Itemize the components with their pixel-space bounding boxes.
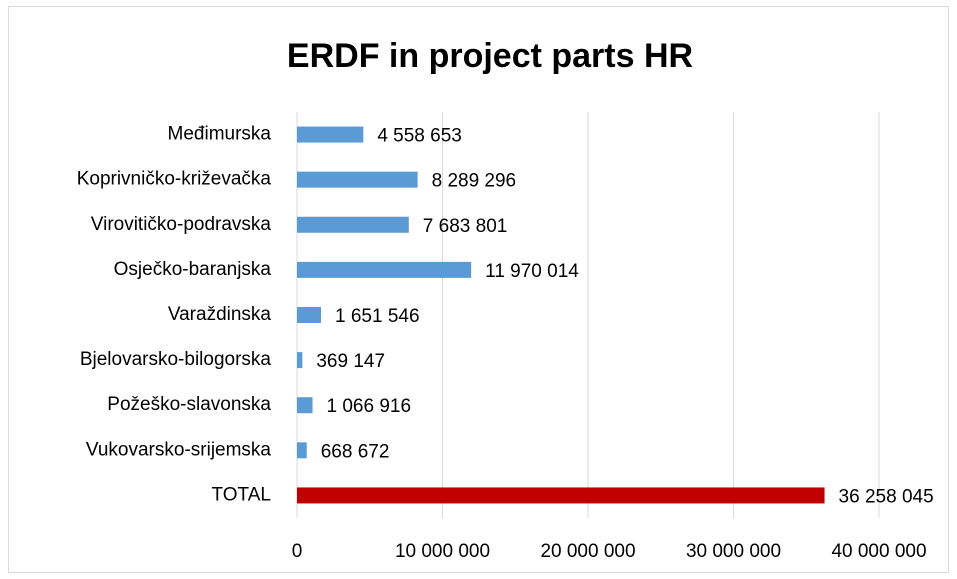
data-label: 11 970 014: [485, 261, 579, 282]
x-tick-label: 0: [292, 541, 303, 562]
data-label: 7 683 801: [423, 216, 508, 237]
bar: [297, 126, 364, 143]
bar: [297, 352, 303, 369]
bar: [297, 171, 418, 188]
data-label: 1 066 916: [327, 396, 412, 417]
y-tick-label: Požeško-slavonska: [107, 394, 271, 415]
y-tick-label: Vukovarsko-srijemska: [86, 439, 272, 460]
data-label: 4 558 653: [377, 126, 462, 147]
x-tick-label: 10 000 000: [395, 541, 490, 562]
data-label: 369 147: [316, 351, 385, 372]
y-tick-label: Bjelovarsko-bilogorska: [80, 349, 272, 370]
y-tick-label: Virovitičko-podravska: [91, 214, 272, 235]
chart-frame: [8, 6, 949, 573]
data-label: 36 258 045: [839, 486, 934, 507]
y-tick-label: Osječko-baranjska: [114, 259, 272, 280]
data-label: 8 289 296: [432, 171, 517, 192]
bar: [297, 397, 313, 414]
bar: [297, 216, 409, 233]
data-label: 668 672: [321, 441, 390, 462]
bar: [297, 261, 472, 278]
chart-title: ERDF in project parts HR: [287, 37, 693, 75]
bar: [297, 307, 322, 323]
bar: [297, 442, 307, 459]
x-tick-label: 30 000 000: [686, 541, 781, 562]
y-tick-label: Međimurska: [168, 124, 272, 145]
y-tick-label: Varaždinska: [168, 304, 272, 325]
x-tick-label: 20 000 000: [540, 541, 635, 562]
bar: [297, 487, 825, 504]
y-tick-label: Koprivničko-križevačka: [77, 169, 272, 190]
data-label: 1 651 546: [335, 306, 420, 327]
y-tick-label: TOTAL: [212, 484, 271, 505]
x-tick-label: 40 000 000: [831, 541, 926, 562]
